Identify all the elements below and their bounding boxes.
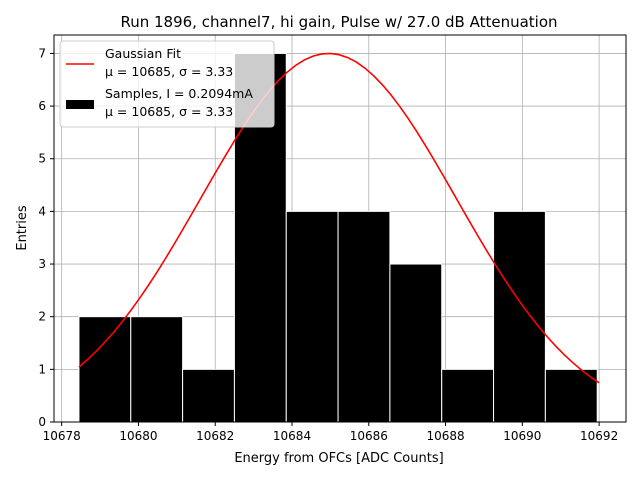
y-tick-label: 6 (38, 99, 46, 113)
y-tick-label: 3 (38, 257, 46, 271)
histogram-bar (130, 316, 184, 423)
x-tick-label: 10682 (196, 429, 234, 443)
x-tick-label: 10680 (119, 429, 157, 443)
histogram-bar (544, 368, 598, 423)
plot-frame (53, 34, 627, 423)
x-tick-label: 10684 (273, 429, 311, 443)
chart-title: Run 1896, channel7, hi gain, Pulse w/ 27… (120, 13, 557, 31)
legend-fit-name: Gaussian Fit (105, 46, 181, 61)
x-tick-label: 10678 (43, 429, 81, 443)
x-axis-ticks: 10678 10680 10682 10684 10686 10688 10690 10692 (43, 422, 618, 443)
y-tick-label: 4 (38, 204, 46, 218)
histogram-bar (285, 210, 339, 423)
histogram-bar (441, 368, 495, 423)
y-tick-label: 5 (38, 152, 46, 166)
histogram-bar (493, 210, 546, 423)
legend: Gaussian Fit μ = 10685, σ = 3.33 Samples… (59, 40, 275, 128)
x-tick-label: 10688 (426, 429, 464, 443)
legend-fit-stats: μ = 10685, σ = 3.33 (105, 64, 233, 79)
legend-box (59, 40, 275, 128)
y-axis-ticks: 0 1 2 3 4 5 6 7 (38, 46, 54, 429)
histogram-bar (337, 210, 391, 423)
x-tick-label: 10686 (350, 429, 388, 443)
y-tick-label: 1 (38, 362, 46, 376)
histogram-bar (389, 263, 443, 423)
x-tick-label: 10690 (503, 429, 541, 443)
y-axis-label: Entries (15, 205, 30, 251)
histogram-bar (78, 316, 132, 423)
x-tick-label: 10692 (580, 429, 618, 443)
gaussian-fit-line (78, 52, 600, 384)
legend-samples-stats: μ = 10685, σ = 3.33 (105, 104, 233, 119)
y-tick-label: 0 (38, 415, 46, 429)
y-tick-label: 7 (38, 46, 46, 60)
x-axis-label: Energy from OFCs [ADC Counts] (234, 451, 443, 466)
y-tick-label: 2 (38, 310, 46, 324)
histogram-bar (182, 368, 235, 423)
legend-samples-name: Samples, I = 0.2094mA (105, 86, 253, 101)
legend-samples-swatch (66, 100, 94, 109)
